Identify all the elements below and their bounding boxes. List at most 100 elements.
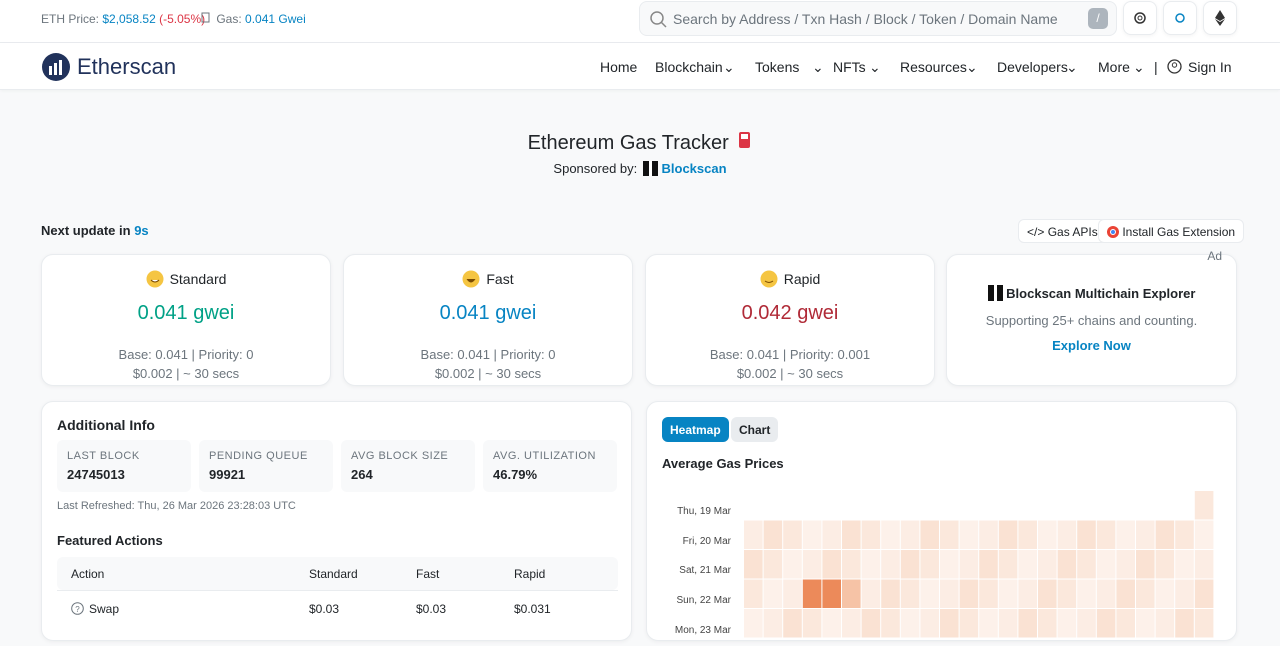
nav-item[interactable]: Home — [600, 59, 638, 75]
settings-button[interactable] — [1123, 1, 1157, 35]
ad-card[interactable]: Ad Blockscan Multichain Explorer Support… — [946, 249, 1237, 386]
base-priority: Base: 0.041 | Priority: 0 — [118, 347, 254, 362]
heat-cell — [861, 550, 881, 579]
heat-cell — [744, 550, 763, 579]
heat-cell — [940, 579, 959, 608]
heat-cell — [1116, 550, 1135, 579]
label: ETH Price: — [41, 12, 100, 26]
brand[interactable]: Etherscan — [77, 54, 177, 79]
nav-item[interactable]: Tokens — [755, 59, 800, 75]
heat-cell — [842, 520, 861, 549]
logo[interactable] — [41, 52, 71, 82]
nav-item[interactable]: Developers — [997, 59, 1068, 75]
price: 0.042 gwei — [741, 302, 839, 324]
search-box[interactable]: Search by Address / Txn Hash / Block / T… — [639, 1, 1117, 36]
base-priority: Base: 0.041 | Priority: 0 — [420, 347, 556, 362]
heat-cell — [763, 550, 783, 579]
eth-price: ETH Price: $2,058.52 (-5.05%) — [41, 12, 205, 26]
nav-item[interactable]: Blockchain — [655, 59, 723, 75]
heat-cell — [1057, 579, 1077, 608]
sponsor-logo — [642, 161, 658, 176]
heat-cell — [1175, 609, 1194, 638]
sponsor-link[interactable]: Blockscan — [661, 161, 727, 176]
heat-cell — [1077, 609, 1096, 638]
sponsor: Sponsored by: Blockscan — [0, 161, 1280, 176]
sign-in[interactable]: Sign In — [1188, 59, 1232, 75]
title: Ethereum Gas Tracker — [527, 132, 729, 154]
heatmap — [744, 491, 1214, 638]
heat-cell — [979, 609, 998, 638]
heat-cell — [1096, 609, 1116, 638]
tab-chart[interactable]: Chart — [731, 417, 779, 442]
extension-button[interactable]: Install Gas Extension — [1098, 219, 1245, 243]
heat-cell — [1096, 579, 1116, 608]
cost-time: $0.002 | ~ 30 secs — [132, 366, 240, 381]
heat-cell — [1018, 609, 1037, 638]
cell: $0.031 — [514, 602, 551, 616]
heat-cell — [1155, 609, 1175, 638]
gas[interactable]: 0.041 Gwei — [245, 12, 306, 26]
heat-cell — [979, 579, 998, 608]
base-priority: Base: 0.041 | Priority: 0.001 — [709, 347, 871, 362]
heat-cell — [1057, 550, 1077, 579]
label: Install Gas Extension — [1122, 225, 1236, 239]
heat-cell — [881, 579, 900, 608]
emoji — [462, 270, 480, 288]
nav-item[interactable]: NFTs — [833, 59, 866, 75]
heat-cell — [959, 520, 979, 549]
user-icon — [1167, 59, 1182, 74]
col: Standard — [309, 567, 358, 581]
stat: AVG. UTILIZATION 46.79% — [483, 440, 617, 492]
heat-cell — [783, 579, 802, 608]
ad-title: Blockscan Multichain Explorer — [1006, 286, 1196, 301]
heat-cell — [881, 520, 900, 549]
heat-cell — [1116, 520, 1135, 549]
heat-cell — [1155, 579, 1175, 608]
heat-cell — [1194, 550, 1214, 579]
col: Fast — [416, 567, 440, 581]
change: (-5.05%) — [159, 12, 206, 26]
ad-link[interactable]: Explore Now — [1052, 338, 1131, 353]
heat-cell — [1018, 579, 1037, 608]
stat-value: 99921 — [209, 467, 246, 482]
day: Sun, 22 Mar — [676, 595, 731, 607]
stat-value: 264 — [351, 467, 373, 482]
label: Gas: — [216, 12, 242, 26]
heat-cell — [998, 579, 1018, 608]
heat-cell — [920, 520, 939, 549]
top-bar: ETH Price: $2,058.52 (-5.05%) Gas: 0.041… — [0, 0, 1280, 43]
heat-cell — [783, 609, 802, 638]
tab-heatmap[interactable]: Heatmap — [662, 417, 729, 442]
gas-info: Gas: 0.041 Gwei — [201, 12, 306, 26]
cell: $0.03 — [416, 602, 447, 616]
heat-cell — [1096, 520, 1116, 549]
heat-cell — [861, 579, 881, 608]
nav-item[interactable]: More — [1098, 59, 1130, 75]
day-labels: Thu, 19 Mar Fri, 20 Mar Sat, 21 Mar Sun,… — [647, 497, 731, 646]
heat-cell — [920, 609, 939, 638]
heat-cell — [1175, 550, 1194, 579]
heat-cell — [900, 520, 920, 549]
table-row: ? Swap $0.03 $0.03 $0.031 — [57, 590, 618, 626]
heat-cell — [881, 550, 900, 579]
heat-cell — [1038, 609, 1057, 638]
heat-cell — [822, 579, 841, 608]
heat-cell — [1155, 520, 1175, 549]
price[interactable]: $2,058.52 — [102, 12, 156, 26]
network-button[interactable] — [1203, 1, 1237, 35]
gas-apis-button[interactable]: </> Gas APIs — [1018, 219, 1107, 243]
heat-cell — [1116, 579, 1135, 608]
col: Action — [71, 567, 105, 581]
heat-cell — [1077, 520, 1096, 549]
heat-cell — [802, 520, 822, 549]
col: Rapid — [514, 567, 546, 581]
heat-cell — [1077, 579, 1096, 608]
heat-cell — [842, 609, 861, 638]
heat-cell — [1194, 520, 1214, 549]
heat-cell — [1018, 520, 1037, 549]
heat-cell — [822, 550, 841, 579]
nav-item[interactable]: Resources — [900, 59, 967, 75]
theme-button[interactable] — [1163, 1, 1197, 35]
heat-cell — [959, 550, 979, 579]
heat-cell — [783, 550, 802, 579]
